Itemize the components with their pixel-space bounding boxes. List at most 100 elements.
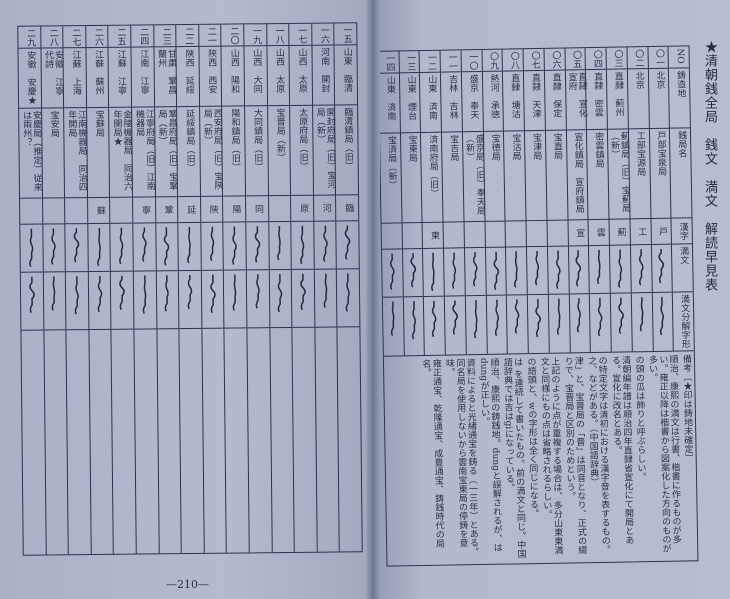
kanji-char-text: 戸 [656,226,668,236]
bureau-name: 工部宝源局 [628,129,651,220]
mint-site: 山東 臨清 [334,45,358,106]
manchu-script [65,224,88,273]
row-number-text: 〇五 [570,50,582,69]
kanji-char: 鞏 [155,197,178,224]
manchu-script [178,222,201,272]
row-number-text: 一三 [405,53,416,72]
manchu-script [246,222,269,271]
row-number-text: 二九 [25,28,36,47]
manchu-script-glyph [96,227,101,267]
table-rows: NO 鋳造地 銭局名 漢字 満文 満文分解字形 〇一 北京 戸部宝泉局戸〇二 北京 工部宝源局工〇三… [378,46,694,356]
row-number-text: 二一 [205,26,217,45]
manchu-script-glyph [209,274,216,314]
manchu-script-glyph [119,275,126,311]
manchu-script-glyph [639,297,644,332]
table-row: 〇六 直隷 保定 宝直局 [543,48,570,353]
table-row: 一二 山東 済南 済南府局（旧） 東 [418,50,446,355]
manchu-script-glyph [431,252,435,292]
bureau-name: 薊鎮局（旧）宝薊局（新） [607,129,630,220]
bureau-name-text: 太原府局（旧） [297,107,308,171]
mint-site: 山東 済南 [420,72,442,134]
manchu-script [223,222,246,271]
header-bureau-text: 銭局名 [676,130,687,158]
manchu-script-glyph [142,275,147,314]
manchu-script-glyph [660,296,665,336]
manchu-script [336,221,359,270]
header-decomp-text: 満文分解字形 [678,294,690,349]
row-number: 〇八 [502,49,524,72]
manchu-script [444,248,465,297]
manchu-script [547,246,569,295]
table-row: 二〇 山西 陽和 陽和鎮局（旧） 陽 [220,24,249,553]
manchu-script-glyph [255,274,260,309]
kanji-char: 陝 [200,196,223,223]
mint-site: 山西 太原 [267,45,290,107]
header-no: NO [668,46,689,69]
table-row: 〇九 熱河 承徳 宝徳局 [481,49,508,354]
manchu-script-glyph [29,228,34,268]
mint-site-text: 安徽 安慶★ [25,50,36,105]
remarks [67,330,91,554]
manchu-script-glyph [278,274,283,313]
remarks-region: 備考〔★印は鋳地未確定〕 順治、康熙の満文は行書、楷書に作るものが多い。雍正以降は… [383,350,698,566]
manchu-decomposed [466,296,487,354]
manchu-script-glyph [452,300,458,335]
row-number: 〇五 [565,48,586,71]
remarks [202,329,226,553]
manchu-script-glyph [598,297,603,337]
row-number-text: 二五 [115,27,126,46]
row-number: 二四 [131,25,154,48]
manchu-decomposed [569,294,590,352]
bureau-name: 宝済局（新） [379,133,402,224]
mint-site-text: 盛京 奉天 [467,74,479,120]
bureau-name: 鞏昌府局（旧）宝鞏局（新） [154,107,178,198]
row-number-text: 〇七 [529,50,540,70]
bureau-name: 延綏鎮局（旧） [177,106,200,198]
bureau-name: 宝沽局 [504,131,526,222]
kanji-char-text: 雲 [594,227,605,237]
mint-site-text: 江南 江寧 [138,49,149,95]
mint-site-text: 山西 陽和 [228,48,240,94]
kanji-char: 蘇 [87,197,110,225]
manchu-script-glyph [555,250,561,290]
bureau-name-text: 工部宝源局 [634,131,646,177]
header-decomp: 満文分解字形 [673,292,694,351]
manchu-script-glyph [494,299,499,337]
mint-site: 直隷 塘沽 [503,71,525,132]
bureau-name-text: 鞏昌府局（旧）宝鞏局（新） [156,109,178,191]
manchu-script-glyph [577,298,582,333]
kanji-char [547,220,568,247]
kanji-char [526,220,547,248]
mint-site: 直隷 保定 [544,70,566,131]
row-number-text: 一七 [296,25,307,44]
row-number: 一六 [312,23,334,46]
kanji-char: 雲 [588,219,610,247]
kanji-char-text: 臨 [343,203,354,213]
bureau-name: 宝津局 [525,130,547,222]
mint-site-text: 陝西 西安 [206,48,217,94]
row-number: 一三 [399,51,420,74]
header-bureau: 銭局名 [670,128,692,219]
manchu-script-glyph [187,226,191,264]
page-title: ★清朝銭全局 銭文 満文 解読早見表 [702,40,717,292]
row-number-text: 一四 [384,53,395,72]
manchu-script [464,247,486,297]
manchu-decomposed [20,272,44,331]
bureau-name: 陽和鎮局（旧） [222,106,246,197]
remarks: は を連続して書いたもの。前の満文と同じ。中国語辞典では吉はgiになっている。 [501,357,526,559]
kanji-char-text: 河 [320,203,331,213]
row-number: 〇一 [648,46,669,70]
table-row: 一四 山東 済南 宝済局（新） [378,51,404,355]
kanji-char: 原 [291,195,314,222]
row-number-text: 一八 [273,26,284,45]
manchu-decomposed [269,269,292,329]
table-row: 一七 山西 太原 太原府局（旧） 原 [288,23,317,552]
row-number-text: 〇三 [612,49,623,68]
mint-site: 江蘇 蘇州 [86,47,109,109]
mint-site-text: 山東 済南 [426,74,437,120]
manchu-decomposed [224,270,247,329]
mint-site-text: 直隷 薊州 [612,71,624,117]
manchu-script [402,249,424,298]
remarks [89,330,113,554]
table-row: 二四 江南 江寧 江寧府局（旧）江南機器局寧 [130,25,159,554]
